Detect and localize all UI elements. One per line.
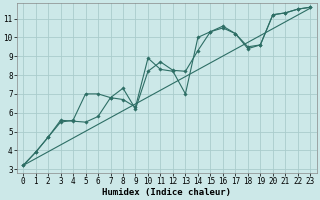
X-axis label: Humidex (Indice chaleur): Humidex (Indice chaleur) <box>102 188 231 197</box>
